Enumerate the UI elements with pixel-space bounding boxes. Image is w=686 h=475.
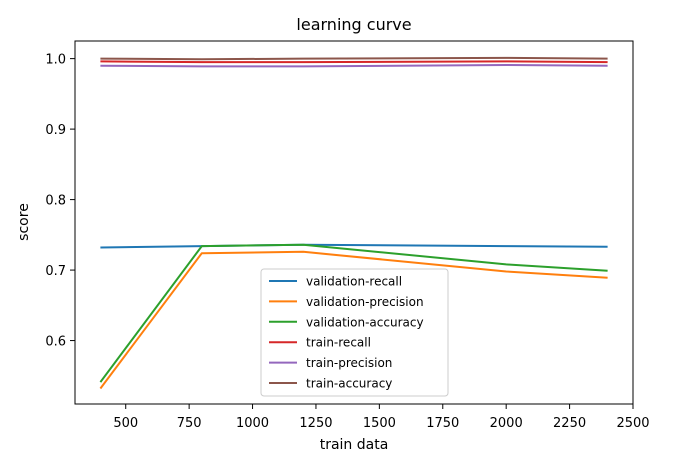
series-line-train-accuracy [100,56,608,61]
y-axis: 0.6 0.7 0.8 0.9 1.0 [45,53,75,350]
x-axis-label: train data [320,437,389,453]
y-tick-label: 1.0 [45,53,66,68]
x-tick-label: 750 [177,416,202,431]
y-tick-label: 0.6 [45,335,66,350]
x-tick-label: 1250 [299,416,332,431]
x-tick-label: 500 [113,416,138,431]
series-lines [99,56,608,390]
series-line-validation-accuracy [99,243,608,383]
legend-label-validation-recall: validation-recall [306,275,402,289]
legend: validation-recall validation-precision val… [260,268,449,397]
y-tick-label: 0.8 [45,194,66,209]
legend-label-validation-precision: validation-precision [306,295,424,309]
x-tick-label: 2250 [553,416,586,431]
series-line-train-recall [100,60,608,64]
legend-label-train-precision: train-precision [306,356,392,370]
y-axis-label: score [16,203,32,241]
plot-frame [74,40,634,405]
x-tick-label: 1000 [236,416,269,431]
legend-label-train-recall: train-recall [306,336,371,350]
legend-label-validation-accuracy: validation-accuracy [306,315,424,329]
legend-box [260,268,449,397]
chart-title: learning curve [296,15,411,34]
x-tick-label: 1500 [363,416,396,431]
legend-label-train-accuracy: train-accuracy [306,377,392,391]
y-tick-label: 0.7 [45,264,66,279]
x-axis: 500 750 1000 1250 1500 1750 2000 2250 2500 [113,404,650,431]
series-line-validation-precision [99,250,608,390]
x-tick-label: 2500 [616,416,649,431]
x-tick-label: 2000 [490,416,523,431]
x-tick-label: 1750 [426,416,459,431]
y-tick-label: 0.9 [45,123,66,138]
series-line-train-precision [100,64,608,68]
